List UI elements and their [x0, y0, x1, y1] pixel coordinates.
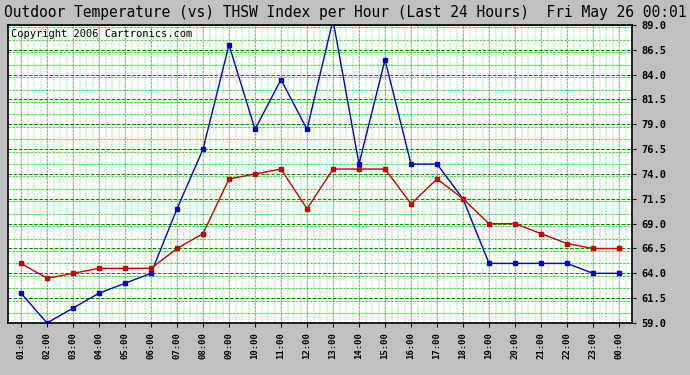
Text: Outdoor Temperature (vs) THSW Index per Hour (Last 24 Hours)  Fri May 26 00:01: Outdoor Temperature (vs) THSW Index per …	[3, 5, 687, 20]
Text: Copyright 2006 Cartronics.com: Copyright 2006 Cartronics.com	[11, 30, 193, 39]
